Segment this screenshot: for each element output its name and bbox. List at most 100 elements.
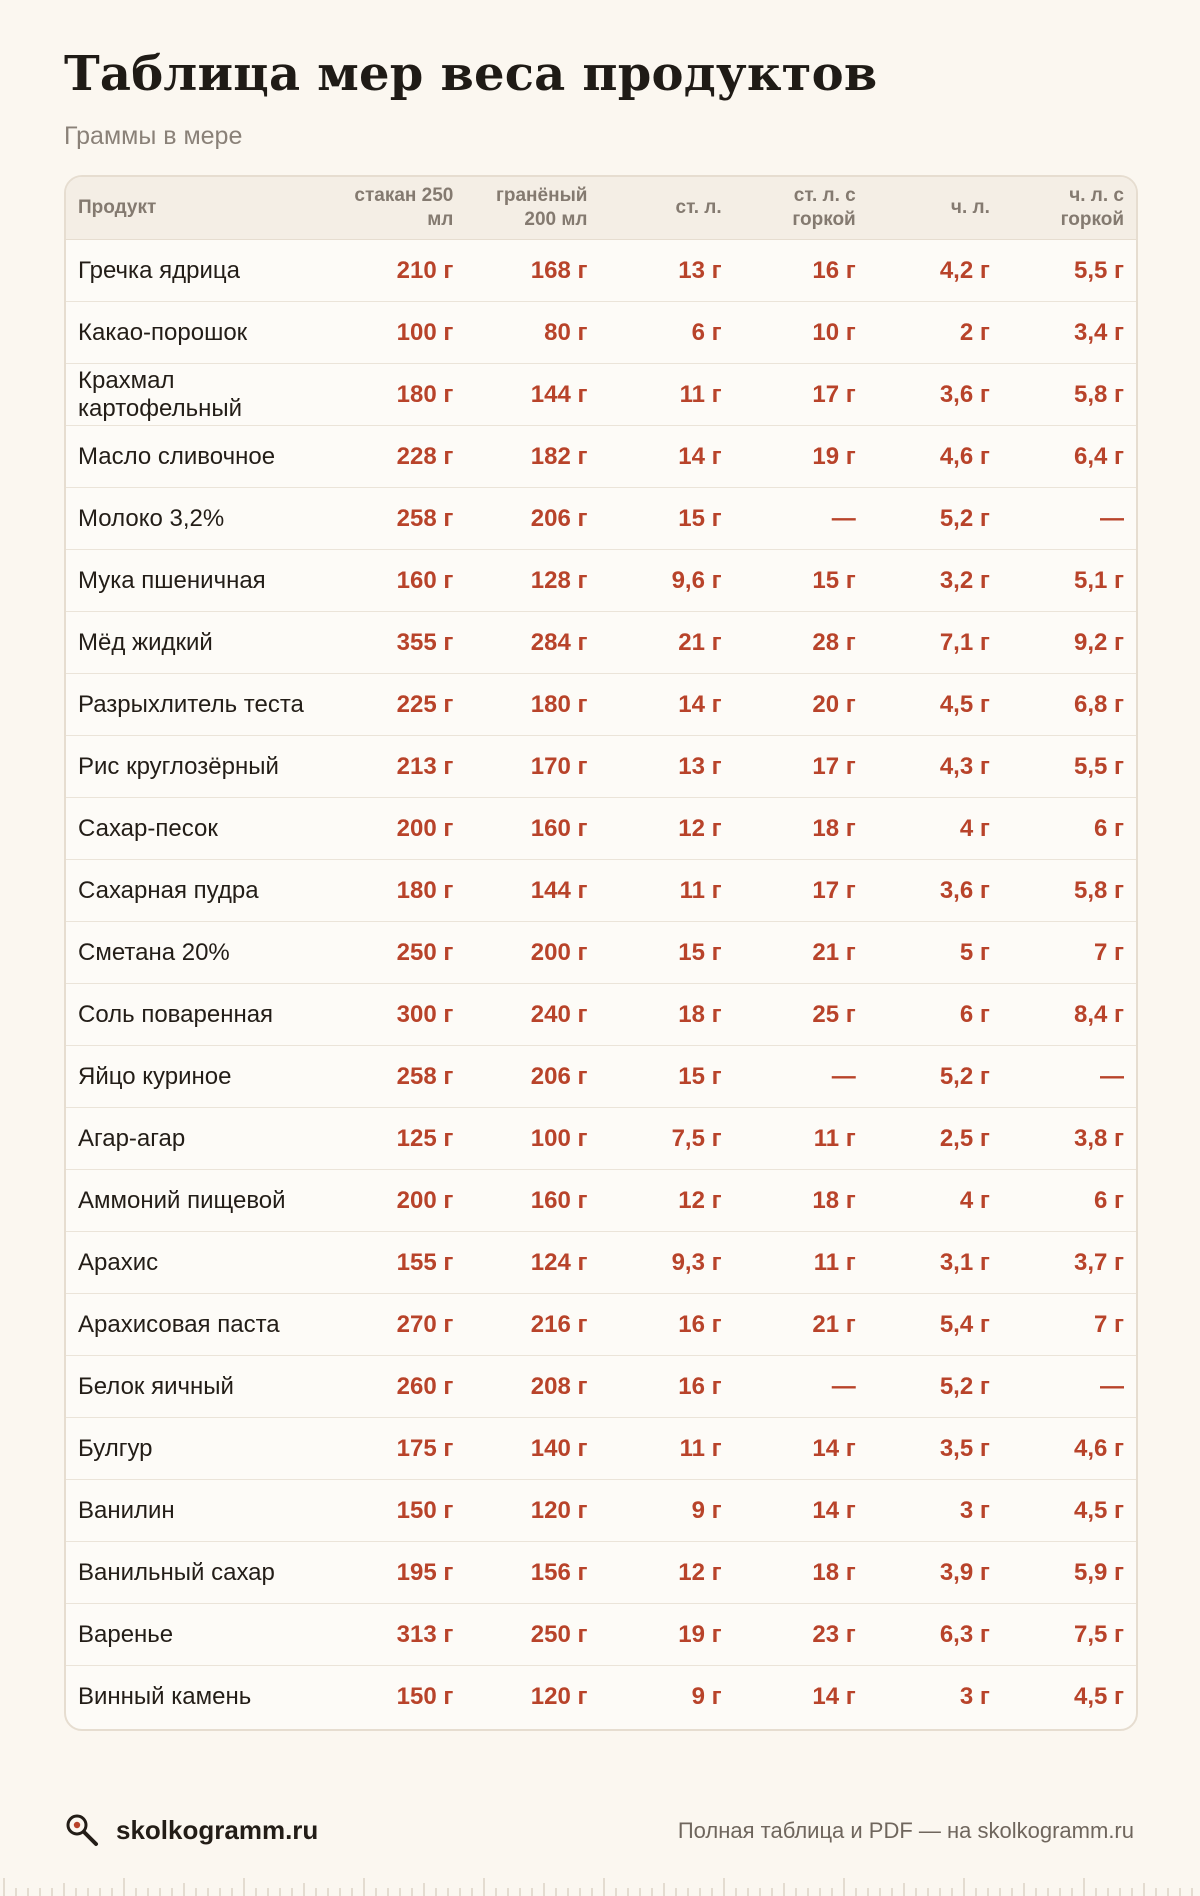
weight-value-cell: 150 г <box>331 1479 466 1542</box>
weight-value-cell: 100 г <box>465 1107 600 1170</box>
weight-value-cell: 6,4 г <box>1001 425 1136 488</box>
weight-value-cell: 3,5 г <box>867 1417 1002 1480</box>
weight-value-cell: 3,1 г <box>867 1231 1002 1294</box>
weight-value-cell: 17 г <box>733 735 868 798</box>
weight-value-cell: 195 г <box>331 1541 466 1604</box>
weight-value-cell: 18 г <box>733 797 868 860</box>
table-row: Разрыхлитель теста 225 г 180 г 14 г 20 г 4,5 … <box>66 673 1136 736</box>
table-row: Ванильный сахар 195 г 156 г 12 г 18 г 3,9 г 5,… <box>66 1541 1136 1604</box>
weight-value-cell: 180 г <box>465 673 600 736</box>
weight-value-cell: 21 г <box>599 611 734 674</box>
weight-value-cell: 21 г <box>733 921 868 984</box>
weight-value-cell: 7 г <box>1001 1293 1136 1356</box>
weight-value-cell: 21 г <box>733 1293 868 1356</box>
weight-value-cell: 300 г <box>331 983 466 1046</box>
table-row: Гречка ядрица 210 г 168 г 13 г 16 г 4,2 г 5,5 … <box>66 239 1136 302</box>
weight-value-cell: 18 г <box>599 983 734 1046</box>
weight-value-cell: 28 г <box>733 611 868 674</box>
weight-value-cell: 14 г <box>733 1417 868 1480</box>
product-name-cell: Белок яичный <box>66 1355 332 1418</box>
column-header-glass-250: стакан 250 мл <box>331 177 466 240</box>
weight-value-cell: 5,8 г <box>1001 363 1136 426</box>
weights-table-card: Продукт стакан 250 мл гранёный 200 мл ст… <box>64 175 1138 1731</box>
weight-value-cell: 258 г <box>331 487 466 550</box>
weight-value-cell: 16 г <box>599 1293 734 1356</box>
weight-value-cell: 7,5 г <box>1001 1603 1136 1666</box>
table-row: Винный камень 150 г 120 г 9 г 14 г 3 г 4,5 г <box>66 1666 1136 1728</box>
weight-value-cell: 4,6 г <box>867 425 1002 488</box>
product-name-cell: Ванилин <box>66 1479 332 1542</box>
weight-value-cell: 25 г <box>733 983 868 1046</box>
table-row: Сахарная пудра 180 г 144 г 11 г 17 г 3,6 г 5,8… <box>66 859 1136 922</box>
weight-value-cell: 9,2 г <box>1001 611 1136 674</box>
weight-value-cell: 18 г <box>733 1169 868 1232</box>
product-name-cell: Гречка ядрица <box>66 239 332 302</box>
weight-value-cell: 12 г <box>599 1541 734 1604</box>
weight-value-cell: 11 г <box>599 859 734 922</box>
product-name-cell: Булгур <box>66 1417 332 1480</box>
product-name-cell: Сахарная пудра <box>66 859 332 922</box>
weight-value-cell: 210 г <box>331 239 466 302</box>
weight-value-cell: 5,8 г <box>1001 859 1136 922</box>
weight-value-cell: — <box>733 487 868 550</box>
weight-value-cell: 5,2 г <box>867 1045 1002 1108</box>
product-name-cell: Рис круглозёрный <box>66 735 332 798</box>
weight-value-cell: 144 г <box>465 859 600 922</box>
weight-value-cell: 182 г <box>465 425 600 488</box>
weight-value-cell: 200 г <box>465 921 600 984</box>
weights-table: Продукт стакан 250 мл гранёный 200 мл ст… <box>66 177 1136 1727</box>
weight-value-cell: — <box>733 1355 868 1418</box>
weight-value-cell: 124 г <box>465 1231 600 1294</box>
product-name-cell: Сахар-песок <box>66 797 332 860</box>
page-subtitle: Граммы в мере <box>64 122 243 150</box>
weight-value-cell: 4 г <box>867 797 1002 860</box>
weight-value-cell: 156 г <box>465 1541 600 1604</box>
weight-value-cell: 9,3 г <box>599 1231 734 1294</box>
table-row: Мёд жидкий 355 г 284 г 21 г 28 г 7,1 г 9,2 г <box>66 611 1136 674</box>
weight-value-cell: 17 г <box>733 363 868 426</box>
weight-value-cell: 5,2 г <box>867 487 1002 550</box>
weight-value-cell: 3,8 г <box>1001 1107 1136 1170</box>
weight-value-cell: 11 г <box>599 1417 734 1480</box>
footer-brand: skolkogramm.ru <box>64 1812 318 1848</box>
weight-value-cell: 200 г <box>331 1169 466 1232</box>
product-name-cell: Варенье <box>66 1603 332 1666</box>
weight-value-cell: 150 г <box>396 1682 454 1710</box>
weight-value-cell: 213 г <box>331 735 466 798</box>
weight-value-cell: 3 г <box>867 1479 1002 1542</box>
weight-value-cell: 19 г <box>599 1603 734 1666</box>
weight-value-cell: 20 г <box>733 673 868 736</box>
weight-value-cell: 10 г <box>733 301 868 364</box>
weight-value-cell: 3 г <box>959 1682 990 1710</box>
product-name-cell: Разрыхлитель теста <box>66 673 332 736</box>
weight-value-cell: 120 г <box>530 1682 588 1710</box>
weight-value-cell: 180 г <box>331 859 466 922</box>
weight-value-cell: 11 г <box>599 363 734 426</box>
weight-value-cell: 160 г <box>331 549 466 612</box>
weight-value-cell: 5,5 г <box>1001 239 1136 302</box>
column-header-teaspoon: ч. л. <box>867 177 1002 240</box>
weight-value-cell: 15 г <box>599 921 734 984</box>
weight-value-cell: 19 г <box>733 425 868 488</box>
weight-value-cell: 15 г <box>733 549 868 612</box>
table-row: Крахмал картофельный 180 г 144 г 11 г 17 г 3,… <box>66 363 1136 426</box>
weight-value-cell: 4,2 г <box>867 239 1002 302</box>
weight-value-cell: 4 г <box>867 1169 1002 1232</box>
weight-value-cell: 228 г <box>331 425 466 488</box>
weight-value-cell: 175 г <box>331 1417 466 1480</box>
weight-value-cell: 6 г <box>1001 1169 1136 1232</box>
table-header-row: Продукт стакан 250 мл гранёный 200 мл ст… <box>66 177 1136 240</box>
weight-value-cell: 6 г <box>867 983 1002 1046</box>
weight-value-cell: 5,4 г <box>867 1293 1002 1356</box>
table-row: Мука пшеничная 160 г 128 г 9,6 г 15 г 3,2 г 5,… <box>66 549 1136 612</box>
table-row: Арахис 155 г 124 г 9,3 г 11 г 3,1 г 3,7 г <box>66 1231 1136 1294</box>
weight-value-cell: 5,5 г <box>1001 735 1136 798</box>
weight-value-cell: 15 г <box>599 487 734 550</box>
table-row: Агар-агар 125 г 100 г 7,5 г 11 г 2,5 г 3,8 г <box>66 1107 1136 1170</box>
